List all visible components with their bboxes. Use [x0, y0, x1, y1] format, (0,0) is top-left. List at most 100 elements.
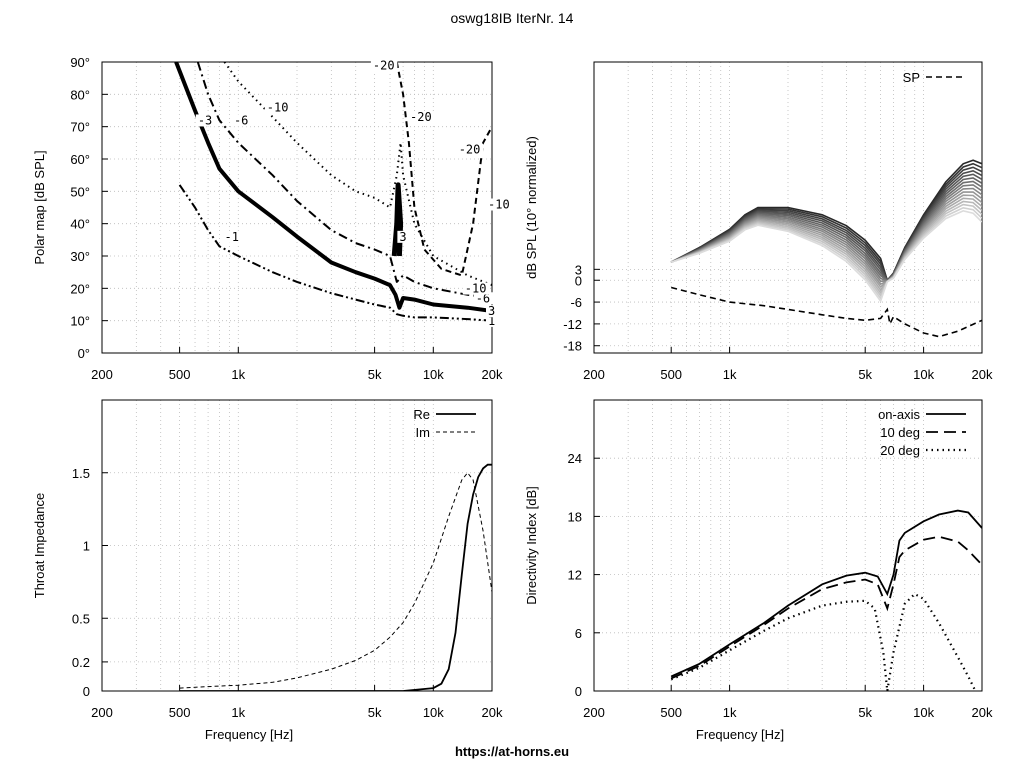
di-plot-area [670, 509, 982, 691]
legend-label: Im [416, 425, 430, 440]
footer-url: https://at-horns.eu [454, 744, 570, 759]
di-ytick-label: 0 [575, 684, 582, 699]
legend-label: Re [413, 407, 430, 422]
contour-label: -10 [488, 198, 510, 212]
polar-xtick-label: 200 [91, 367, 113, 382]
directivity-index-chart: 200 500 1k 5k 10k 20k 0 6 12 18 24 Directivity Inde… [524, 399, 993, 742]
impedance-ytick-label: 1 [83, 539, 90, 554]
contour-label: -20 [459, 143, 481, 157]
spl-xtick-label: 20k [972, 367, 993, 382]
series-line-on-axis [670, 509, 982, 678]
series-line-20-deg [670, 592, 977, 691]
contour-label-bg [397, 230, 409, 243]
contour-label-bg [473, 292, 493, 305]
contour-label: -20 [373, 58, 395, 72]
series-line-10-deg [670, 535, 982, 680]
polar-ytick-label: 90° [70, 55, 90, 70]
contour-label: -3 [198, 113, 212, 127]
impedance-xtick-label: 10k [423, 705, 444, 720]
contour-line--3 [174, 62, 492, 313]
di-ytick-label: 18 [568, 509, 582, 524]
polar-xtick-label: 10k [423, 367, 444, 382]
di-ytick-label: 12 [568, 568, 582, 583]
contour-line--20 [395, 62, 492, 277]
di-xtick-label: 500 [660, 705, 682, 720]
contour-label: 1 [488, 314, 495, 328]
di-xtick-label: 1k [723, 705, 737, 720]
impedance-grid [102, 400, 492, 692]
spl-xtick-label: 500 [660, 367, 682, 382]
spl-xtick-label: 200 [583, 367, 605, 382]
spl-ytick-label: 3 [575, 262, 582, 277]
contour-label-bg [408, 111, 435, 124]
contour-label: -10 [465, 282, 487, 296]
impedance-xtick-label: 5k [368, 705, 382, 720]
series-line-Im [179, 471, 492, 689]
polar-ytick-label: 50° [70, 184, 90, 199]
polar-grid [102, 61, 492, 354]
contour-label-bg [195, 114, 215, 127]
spl-xtick-label: 10k [913, 367, 934, 382]
impedance-ytick-label: 0.5 [72, 611, 90, 626]
polar-xtick-label: 500 [169, 367, 191, 382]
polar-xtick-label: 20k [482, 367, 503, 382]
contour-label: -10 [267, 101, 289, 115]
contour-label-bg [462, 282, 490, 295]
spl-plot-area [670, 159, 982, 338]
contour-label: -20 [410, 110, 432, 124]
impedance-ytick-label: 0 [83, 684, 90, 699]
contour-line--6 [196, 62, 492, 299]
polar-ytick-label: 60° [70, 152, 90, 167]
contour-label-bg [456, 143, 484, 156]
polar-ytick-label: 70° [70, 120, 90, 135]
polar-xtick-label: 5k [368, 367, 382, 382]
contour-line--3b [391, 182, 404, 257]
spl-angle-curve [670, 210, 982, 303]
di-ylabel: Directivity Index [dB] [524, 486, 539, 605]
contour-label-bg [370, 59, 398, 72]
impedance-ytick-label: 1.5 [72, 466, 90, 481]
di-xtick-label: 20k [972, 705, 993, 720]
contour-line--10 [223, 62, 492, 287]
contour-label-bg [486, 198, 513, 211]
polar-ytick-label: 20° [70, 281, 90, 296]
di-xtick-label: 200 [583, 705, 605, 720]
impedance-ytick-label: 0.2 [72, 655, 90, 670]
spl-ytick-label: -6 [570, 295, 582, 310]
contour-line--1 [178, 184, 492, 322]
legend-label: 10 deg [880, 425, 920, 440]
impedance-xtick-label: 200 [91, 705, 113, 720]
polar-ytick-label: 0° [78, 346, 90, 361]
di-xlabel: Frequency [Hz] [696, 727, 784, 742]
contour-label-bg [222, 230, 242, 243]
di-frame [593, 399, 983, 692]
di-ytick-label: 24 [568, 451, 582, 466]
polar-ylabel: Polar map [dB SPL] [32, 150, 47, 264]
contour-label: 3 [488, 304, 495, 318]
impedance-xlabel: Frequency [Hz] [205, 727, 293, 742]
legend-label: 20 deg [880, 443, 920, 458]
impedance-frame [101, 399, 493, 692]
contour-label-bg [264, 101, 292, 114]
polar-ytick-label: 40° [70, 217, 90, 232]
contour-label: -1 [225, 230, 239, 244]
impedance-ylabel: Throat Impedance [32, 493, 47, 599]
spl-ytick-label: -18 [563, 339, 582, 354]
spl-chart: 200 500 1k 5k 10k 20k 30 -6 -12 -18 dB SPL (10° no… [524, 61, 993, 382]
series-line-Re [179, 463, 492, 691]
polar-ytick-label: 10° [70, 314, 90, 329]
contour-label: -6 [234, 113, 248, 127]
throat-impedance-chart: 200 500 1k 5k 10k 20k 0 0.2 0.5 1 1.5 Throat Impeda… [32, 399, 503, 742]
contour-label-bg [231, 114, 251, 127]
sp-series-line [671, 286, 982, 338]
impedance-xtick-label: 20k [482, 705, 503, 720]
impedance-xtick-label: 500 [169, 705, 191, 720]
page-title: oswg18IB IterNr. 14 [450, 10, 574, 26]
di-xtick-label: 5k [858, 705, 872, 720]
spl-frame [593, 61, 983, 354]
di-xtick-label: 10k [913, 705, 934, 720]
polar-frame [101, 61, 493, 354]
di-grid [594, 400, 982, 692]
contour-label-bg [486, 314, 498, 327]
spl-grid [594, 62, 982, 353]
